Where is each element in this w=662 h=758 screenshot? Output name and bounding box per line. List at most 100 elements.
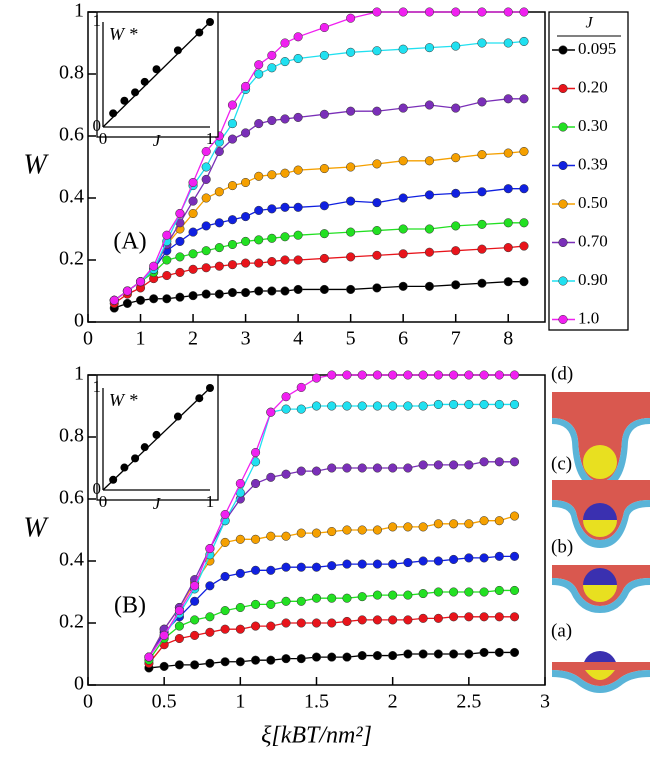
data-point [254, 258, 264, 268]
x-tick-label: 1 [235, 691, 245, 713]
data-point [477, 97, 487, 107]
data-point [388, 615, 398, 625]
data-point [190, 660, 200, 670]
data-point [214, 243, 224, 253]
inset-y-tick-label: 1 [93, 11, 102, 30]
data-point [477, 219, 487, 229]
data-point [327, 370, 337, 380]
data-point [424, 156, 434, 166]
data-point [403, 649, 413, 659]
data-point [227, 288, 238, 298]
inset-point [152, 430, 161, 439]
data-point [388, 590, 398, 600]
data-point [251, 565, 261, 575]
y-tick-label: 0.2 [59, 248, 84, 270]
data-point [346, 162, 356, 172]
data-point [201, 193, 211, 203]
data-point [327, 527, 337, 537]
inset-point [109, 109, 118, 118]
data-point [519, 241, 529, 251]
data-point [342, 401, 352, 411]
data-point [267, 115, 277, 126]
series-line [114, 281, 524, 309]
data-point [281, 469, 291, 479]
data-point [214, 289, 224, 299]
data-point [174, 621, 184, 631]
inset-y-tick-label: 1 [93, 377, 102, 396]
data-point [293, 32, 303, 42]
y-tick-label: 1 [74, 0, 84, 22]
data-point [346, 252, 356, 262]
data-point [159, 630, 169, 640]
data-point [424, 281, 434, 291]
data-point [227, 119, 238, 129]
data-point [449, 649, 459, 659]
data-point [519, 7, 529, 17]
data-point [449, 399, 459, 410]
data-point [235, 478, 245, 489]
data-point [293, 112, 303, 122]
data-point [451, 280, 461, 290]
y-tick-label: 0.2 [59, 611, 84, 633]
data-point [267, 286, 277, 296]
data-point [241, 258, 251, 268]
data-point [503, 148, 513, 158]
data-point [281, 392, 291, 402]
data-point [403, 522, 413, 532]
data-point [403, 558, 413, 568]
data-point [175, 208, 185, 219]
data-point [388, 522, 398, 532]
data-point [503, 94, 513, 104]
data-point [372, 159, 382, 169]
inset-point [152, 65, 161, 74]
data-point [327, 593, 337, 603]
data-point [190, 630, 200, 640]
data-point [509, 370, 520, 380]
data-point [403, 590, 413, 600]
data-point [451, 221, 461, 231]
data-point [464, 399, 474, 410]
data-point [205, 612, 215, 622]
data-point [433, 613, 443, 623]
data-point [135, 277, 146, 287]
data-point [509, 612, 520, 622]
data-point [372, 463, 382, 473]
data-point [449, 519, 459, 529]
inset-x-tick-label: 1 [206, 129, 215, 148]
inset-point [206, 18, 214, 26]
data-point [327, 561, 337, 571]
data-point [424, 43, 434, 53]
data-point [424, 224, 434, 234]
data-point [296, 382, 306, 392]
data-point [296, 404, 306, 414]
data-point [251, 655, 261, 665]
data-point [479, 612, 489, 622]
data-point [280, 202, 290, 212]
x-tick-label: 3 [241, 328, 251, 350]
data-point [214, 187, 224, 197]
data-point [494, 516, 504, 526]
x-tick-label: 5 [346, 328, 356, 350]
data-point [162, 294, 172, 304]
data-point [494, 551, 504, 561]
data-point [188, 264, 198, 274]
data-point [227, 239, 238, 250]
data-point [494, 585, 504, 596]
snapshot-label: (a) [551, 620, 572, 641]
data-point [433, 460, 443, 470]
data-point [162, 255, 172, 265]
data-point [464, 587, 474, 597]
data-point [251, 534, 261, 544]
data-point [449, 554, 459, 565]
data-point [477, 7, 487, 17]
y-tick-label: 0.8 [59, 62, 84, 84]
inset-point [131, 88, 140, 97]
y-tick-label: 0.6 [59, 124, 84, 146]
data-point [388, 651, 398, 661]
data-point [293, 165, 303, 175]
data-point [477, 150, 487, 160]
inset-point [140, 77, 149, 86]
data-point [464, 612, 474, 622]
data-point [398, 224, 408, 234]
data-point [311, 618, 322, 628]
